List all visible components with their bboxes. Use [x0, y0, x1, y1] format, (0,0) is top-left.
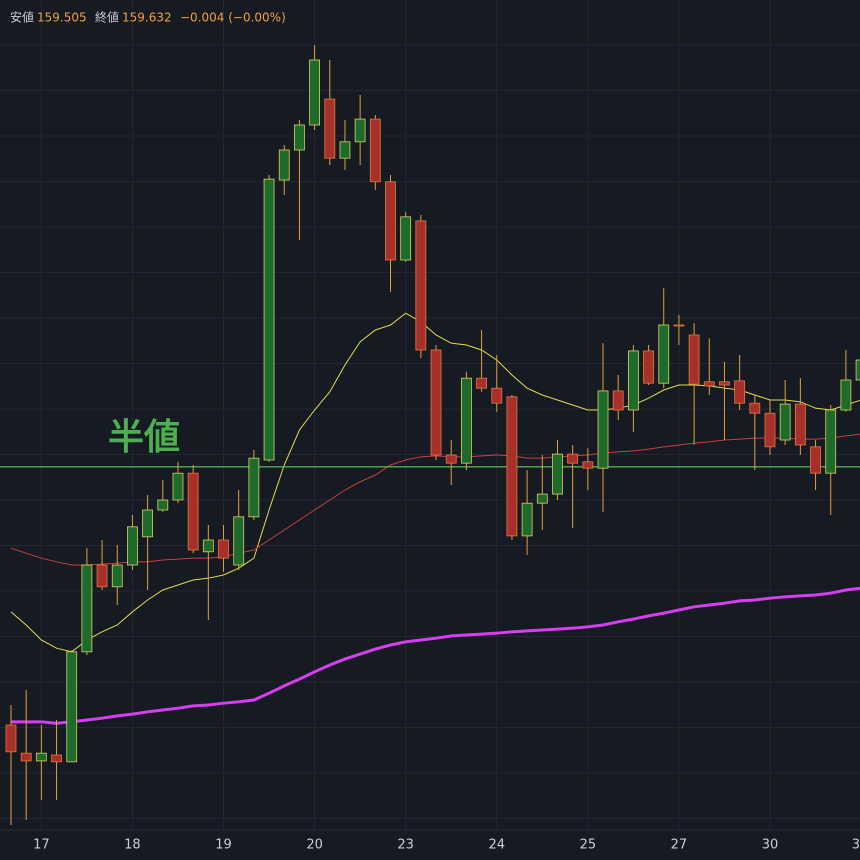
candle-body — [840, 379, 852, 411]
candle-body — [749, 402, 761, 414]
candle-body — [309, 59, 321, 126]
candle-body — [445, 454, 457, 464]
candle-body — [172, 472, 184, 501]
candle-body — [794, 403, 806, 446]
candle-body — [673, 324, 685, 327]
candle-body — [127, 526, 138, 566]
change-value: −0.004 (−0.00%) — [180, 11, 286, 25]
candle-body — [582, 461, 594, 469]
candle-body — [521, 502, 533, 537]
candle-body — [20, 752, 32, 762]
candle-body — [476, 377, 487, 389]
candle-body — [779, 403, 791, 441]
x-tick-label: 30 — [762, 838, 779, 853]
candle-body — [536, 493, 548, 504]
x-tick-label: 17 — [33, 838, 50, 853]
candle-body — [734, 380, 746, 404]
candle-body — [810, 446, 821, 474]
candle-body — [66, 651, 78, 763]
candle-body — [248, 457, 260, 518]
candle-body — [385, 181, 396, 261]
candle-body — [202, 539, 214, 553]
x-tick-label: 20 — [306, 838, 323, 853]
candle-body — [491, 387, 503, 404]
x-tick-label: 24 — [488, 838, 505, 853]
candle-body — [855, 359, 860, 381]
candle-body — [703, 381, 715, 387]
candle-body — [157, 499, 169, 511]
moving-average-line — [11, 586, 860, 725]
candle-body — [354, 118, 366, 143]
candle-body — [612, 390, 624, 411]
candle-body — [51, 754, 62, 763]
candle-body — [567, 453, 579, 464]
candle-body — [658, 324, 670, 384]
candle-body — [627, 350, 639, 411]
candle-body — [339, 141, 351, 159]
candle-body — [688, 334, 700, 385]
candle-body — [324, 98, 336, 159]
half-value-label: 半値 — [108, 417, 180, 458]
candle-body — [111, 564, 123, 588]
candle-body — [506, 396, 518, 537]
candle-body — [263, 178, 275, 461]
close-value: 159.632 — [122, 11, 172, 25]
candle-body — [552, 453, 563, 495]
x-tick-label: 3 — [852, 838, 860, 853]
x-tick-label: 23 — [397, 838, 414, 853]
candle-body — [35, 752, 47, 762]
candle-body — [294, 124, 305, 151]
low-label: 安値 — [10, 10, 34, 25]
candle-body — [719, 381, 730, 386]
candle-body — [369, 118, 381, 183]
x-tick-label: 27 — [671, 838, 688, 853]
candle-body — [233, 516, 245, 566]
low-value: 159.505 — [37, 11, 87, 25]
x-tick-label: 25 — [580, 838, 597, 853]
candle-body — [142, 509, 154, 538]
candle-body — [81, 564, 93, 653]
candle-body — [218, 539, 229, 559]
candle-body — [764, 412, 776, 448]
candle-body — [96, 564, 108, 588]
candle-body — [643, 350, 654, 384]
x-tick-label: 18 — [124, 838, 141, 853]
candle-body — [597, 390, 609, 469]
x-tick-label: 19 — [215, 838, 232, 853]
candle-body — [430, 349, 442, 456]
candle-body — [278, 149, 290, 181]
candle-body — [187, 472, 199, 551]
plot — [0, 45, 860, 825]
candle-body — [5, 724, 17, 753]
candle-body — [400, 216, 412, 261]
candle-body — [825, 409, 837, 474]
moving-average-line — [10, 312, 860, 653]
grid — [0, 0, 860, 830]
close-label: 終値 — [95, 10, 119, 25]
candle-body — [460, 377, 472, 464]
candle-body — [415, 220, 427, 351]
